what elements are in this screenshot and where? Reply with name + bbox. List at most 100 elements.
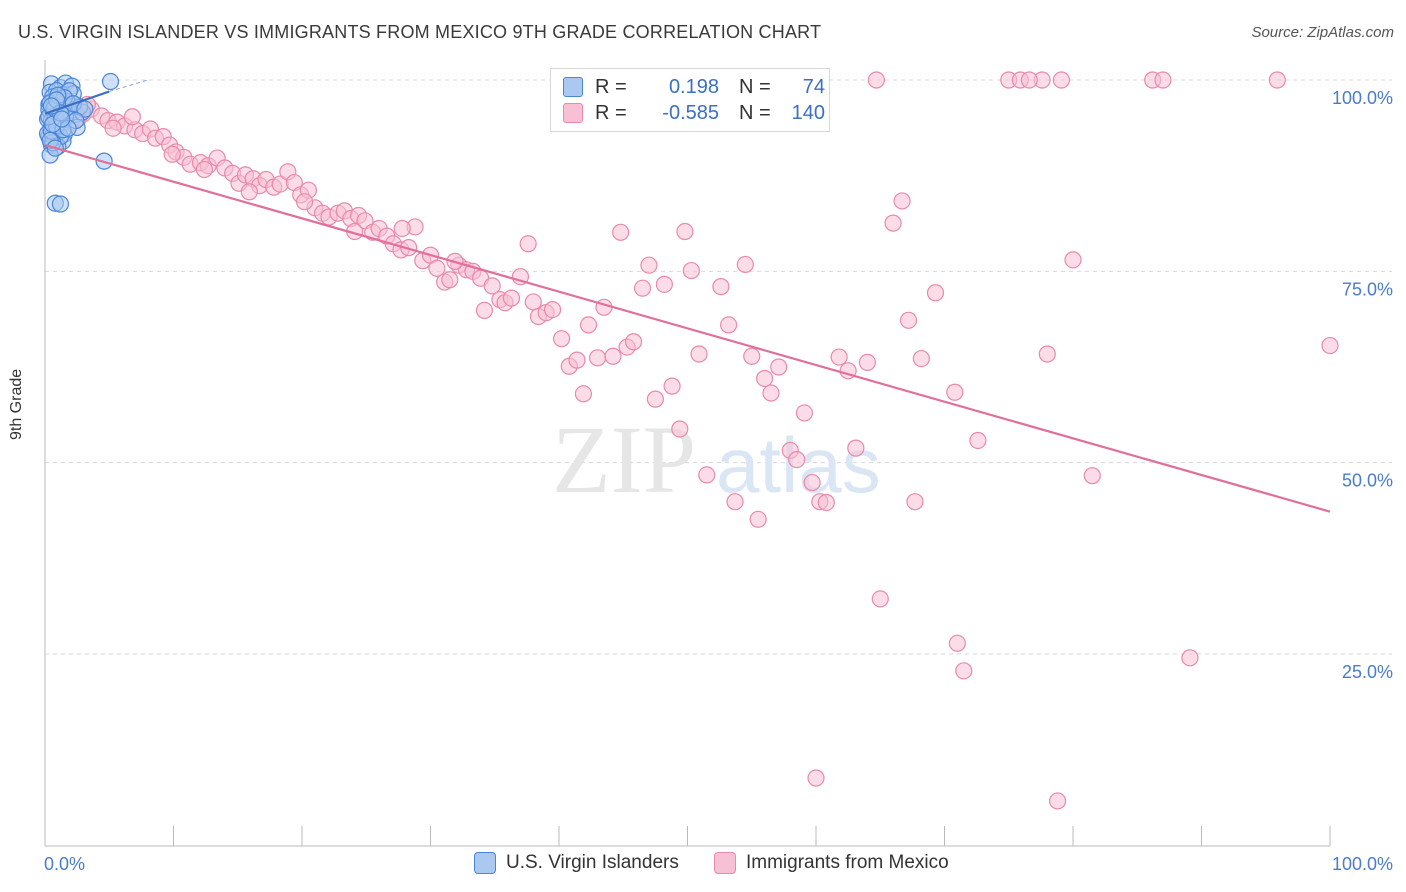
point-mexico xyxy=(104,119,122,137)
point-mexico xyxy=(163,145,181,163)
y-tick-label: 25.0% xyxy=(1342,662,1393,682)
y-tick-label: 100.0% xyxy=(1332,88,1393,108)
point-mexico xyxy=(871,590,889,608)
point-mexico xyxy=(884,214,902,232)
point-virgin-islanders xyxy=(76,100,94,118)
point-mexico xyxy=(640,256,658,274)
point-mexico xyxy=(595,298,613,316)
point-mexico xyxy=(830,348,848,366)
point-mexico xyxy=(676,222,694,241)
point-virgin-islanders xyxy=(53,110,71,128)
legend-n-label: N = xyxy=(739,101,771,124)
bottom-legend-virgin-islanders: U.S. Virgin Islanders xyxy=(474,852,679,874)
point-mexico xyxy=(912,349,930,368)
point-mexico xyxy=(690,345,708,363)
source-label: Source: ZipAtlas.com xyxy=(1251,24,1394,41)
point-mexico xyxy=(926,284,945,302)
point-mexico xyxy=(624,333,643,351)
legend-r-label: R = xyxy=(595,75,627,98)
point-mexico xyxy=(588,349,607,367)
legend-r-value: 0.198 xyxy=(668,75,719,98)
trend-line-mexico xyxy=(44,143,1331,513)
point-mexico xyxy=(906,493,924,511)
point-mexico xyxy=(1064,251,1082,269)
point-virgin-islanders xyxy=(51,195,70,213)
bottom-legend-mexico: Immigrants from Mexico xyxy=(714,852,949,874)
legend-row-mexico: R = -0.585 N = 140 xyxy=(563,100,825,126)
point-mexico xyxy=(123,108,141,126)
series-virgin-islanders-points xyxy=(38,72,120,213)
point-mexico xyxy=(295,193,314,211)
point-mexico xyxy=(807,769,825,787)
point-mexico xyxy=(795,404,814,422)
point-mexico xyxy=(698,466,716,484)
point-mexico xyxy=(1020,71,1038,89)
point-mexico xyxy=(579,316,598,334)
bottom-legend-swatch-blue xyxy=(474,852,496,874)
point-mexico xyxy=(867,71,885,89)
bottom-legend-swatch-pink xyxy=(714,852,736,874)
point-mexico xyxy=(1048,792,1067,810)
legend-r-value: -0.585 xyxy=(662,101,719,124)
point-mexico xyxy=(955,662,973,680)
point-mexico xyxy=(543,301,562,319)
point-mexico xyxy=(1154,71,1172,89)
legend-n-value: 140 xyxy=(791,101,825,124)
point-mexico xyxy=(574,385,593,403)
point-mexico xyxy=(1268,71,1286,89)
point-mexico xyxy=(483,277,501,295)
point-mexico xyxy=(1038,345,1056,363)
point-mexico xyxy=(633,279,652,297)
point-mexico xyxy=(441,271,459,289)
point-mexico xyxy=(393,219,411,238)
point-mexico xyxy=(671,420,689,438)
trend-line-virgin-islanders xyxy=(44,90,110,115)
point-mexico xyxy=(762,384,780,402)
point-mexico xyxy=(736,255,754,274)
bottom-legend-label: Immigrants from Mexico xyxy=(746,852,949,873)
point-mexico xyxy=(1321,336,1339,355)
legend-r-label: R = xyxy=(595,101,627,124)
point-mexico xyxy=(946,383,964,401)
point-mexico xyxy=(663,377,681,395)
point-mexico xyxy=(858,353,877,372)
point-mexico xyxy=(655,275,673,293)
legend-swatch-pink xyxy=(563,103,583,123)
trend-lines xyxy=(44,79,1331,513)
legend-row-virgin-islanders: R = 0.198 N = 74 xyxy=(563,74,825,100)
point-mexico xyxy=(428,259,446,277)
series-mexico-points xyxy=(51,71,1339,810)
point-mexico xyxy=(893,192,911,210)
legend-n-value: 74 xyxy=(802,75,825,98)
y-tick-label: 50.0% xyxy=(1342,471,1393,491)
point-mexico xyxy=(502,289,521,307)
y-tick-labels: 25.0% 50.0% 75.0% 100.0% xyxy=(1332,88,1393,682)
bottom-legend-label: U.S. Virgin Islanders xyxy=(506,852,679,873)
point-mexico xyxy=(788,451,806,469)
chart-title: U.S. VIRGIN ISLANDER VS IMMIGRANTS FROM … xyxy=(18,22,822,42)
point-mexico xyxy=(519,235,537,253)
point-mexico xyxy=(646,390,664,408)
point-mexico xyxy=(720,316,738,334)
point-mexico xyxy=(604,347,622,365)
point-mexico xyxy=(612,223,630,241)
point-mexico xyxy=(899,311,918,329)
point-mexico xyxy=(568,351,586,369)
point-mexico xyxy=(1083,467,1101,485)
point-mexico xyxy=(240,183,258,201)
point-mexico xyxy=(749,510,767,528)
point-mexico xyxy=(726,493,744,511)
axes xyxy=(44,60,1331,847)
point-mexico xyxy=(948,634,966,652)
point-mexico xyxy=(755,369,774,388)
point-mexico xyxy=(817,493,835,512)
point-mexico xyxy=(847,439,865,457)
point-mexico xyxy=(552,330,571,348)
point-mexico xyxy=(770,358,788,376)
point-mexico xyxy=(524,293,542,311)
x-tick-label: 100.0% xyxy=(1332,854,1393,874)
y-tick-label: 75.0% xyxy=(1342,279,1393,299)
point-virgin-islanders xyxy=(101,72,120,91)
x-tick-label: 0.0% xyxy=(44,854,85,874)
